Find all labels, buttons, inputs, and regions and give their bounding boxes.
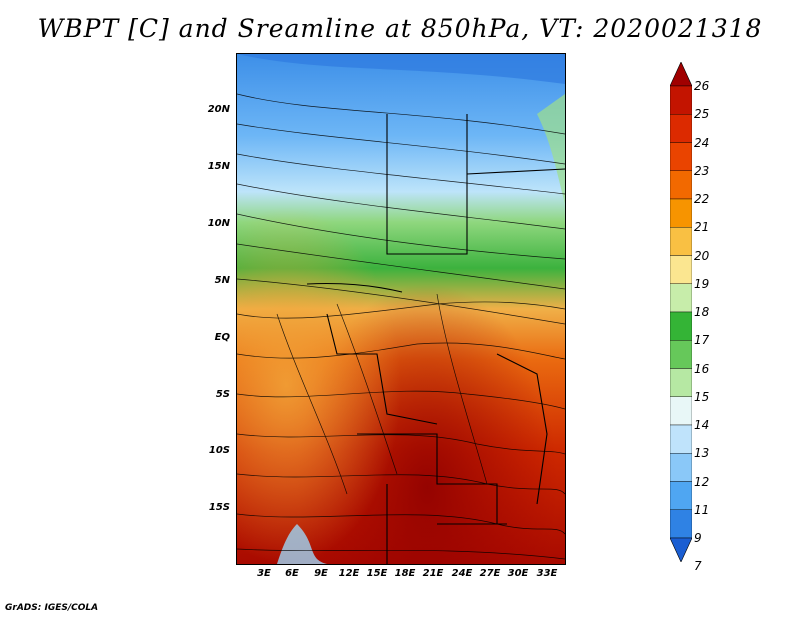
- lon-label: 3E: [257, 568, 271, 579]
- colorbar-segment: [670, 198, 692, 228]
- lat-label: 15N: [207, 161, 230, 172]
- colorbar-label: 17: [694, 333, 710, 348]
- lon-label: 24E: [451, 568, 473, 579]
- lat-label: 20N: [207, 104, 230, 115]
- colorbar-label: 9: [694, 531, 702, 545]
- chart-title: WBPT [C] and Sreamline at 850hPa, VT: 20…: [37, 14, 763, 43]
- colorbar-triangle-top: [670, 62, 692, 87]
- colorbar: [670, 62, 692, 562]
- colorbar-segment: [670, 424, 692, 454]
- credit-label: GrADS: IGES/COLA: [5, 603, 99, 613]
- colorbar-label: 24: [694, 135, 710, 150]
- wbpt-field: [237, 54, 565, 564]
- lon-label: 6E: [285, 568, 299, 579]
- lat-label: EQ: [214, 332, 230, 343]
- colorbar-label: 19: [694, 276, 710, 291]
- lat-label: 5S: [215, 389, 230, 400]
- colorbar-label: 23: [694, 163, 710, 178]
- colorbar-label: 26: [694, 79, 710, 93]
- colorbar-segment: [670, 396, 692, 426]
- map-panel: [236, 53, 566, 565]
- colorbar-segment: [670, 340, 692, 369]
- lon-label: 27E: [479, 568, 501, 579]
- lon-label: 15E: [366, 568, 388, 579]
- colorbar-segment: [670, 368, 692, 397]
- lat-label: 10S: [208, 445, 230, 456]
- colorbar-segment: [670, 481, 692, 510]
- lon-label: 12E: [338, 568, 360, 579]
- colorbar-label: 22: [694, 192, 710, 206]
- colorbar-label: 13: [694, 446, 710, 461]
- colorbar-segment: [670, 227, 692, 256]
- colorbar-segment: [670, 453, 692, 482]
- colorbar-segment: [670, 509, 692, 539]
- lon-label: 21E: [422, 568, 444, 579]
- colorbar-segment: [670, 255, 692, 284]
- colorbar-segment: [670, 114, 692, 143]
- colorbar-label: 12: [694, 474, 710, 489]
- colorbar-label: 21: [694, 220, 710, 235]
- lat-label: 15S: [208, 502, 230, 513]
- colorbar-segment: [670, 311, 692, 341]
- colorbar-label: 11: [694, 502, 710, 517]
- lat-label: 5N: [214, 275, 230, 286]
- colorbar-triangle-bottom: [670, 537, 692, 562]
- colorbar-label: 25: [694, 107, 710, 122]
- lon-label: 9E: [314, 568, 328, 579]
- colorbar-segment: [670, 170, 692, 200]
- colorbar-label: 20: [694, 248, 710, 263]
- colorbar-segment: [670, 142, 692, 171]
- colorbar-label: 16: [694, 361, 710, 376]
- lon-label: 33E: [536, 568, 558, 579]
- lat-label: 10N: [207, 218, 230, 229]
- colorbar-label: 7: [694, 559, 702, 574]
- lon-label: 30E: [507, 568, 529, 579]
- colorbar-segment: [670, 283, 692, 313]
- colorbar-label: 14: [694, 418, 710, 432]
- lon-label: 18E: [394, 568, 416, 579]
- colorbar-label: 18: [694, 305, 710, 319]
- colorbar-segment: [670, 85, 692, 115]
- colorbar-label: 15: [694, 389, 710, 404]
